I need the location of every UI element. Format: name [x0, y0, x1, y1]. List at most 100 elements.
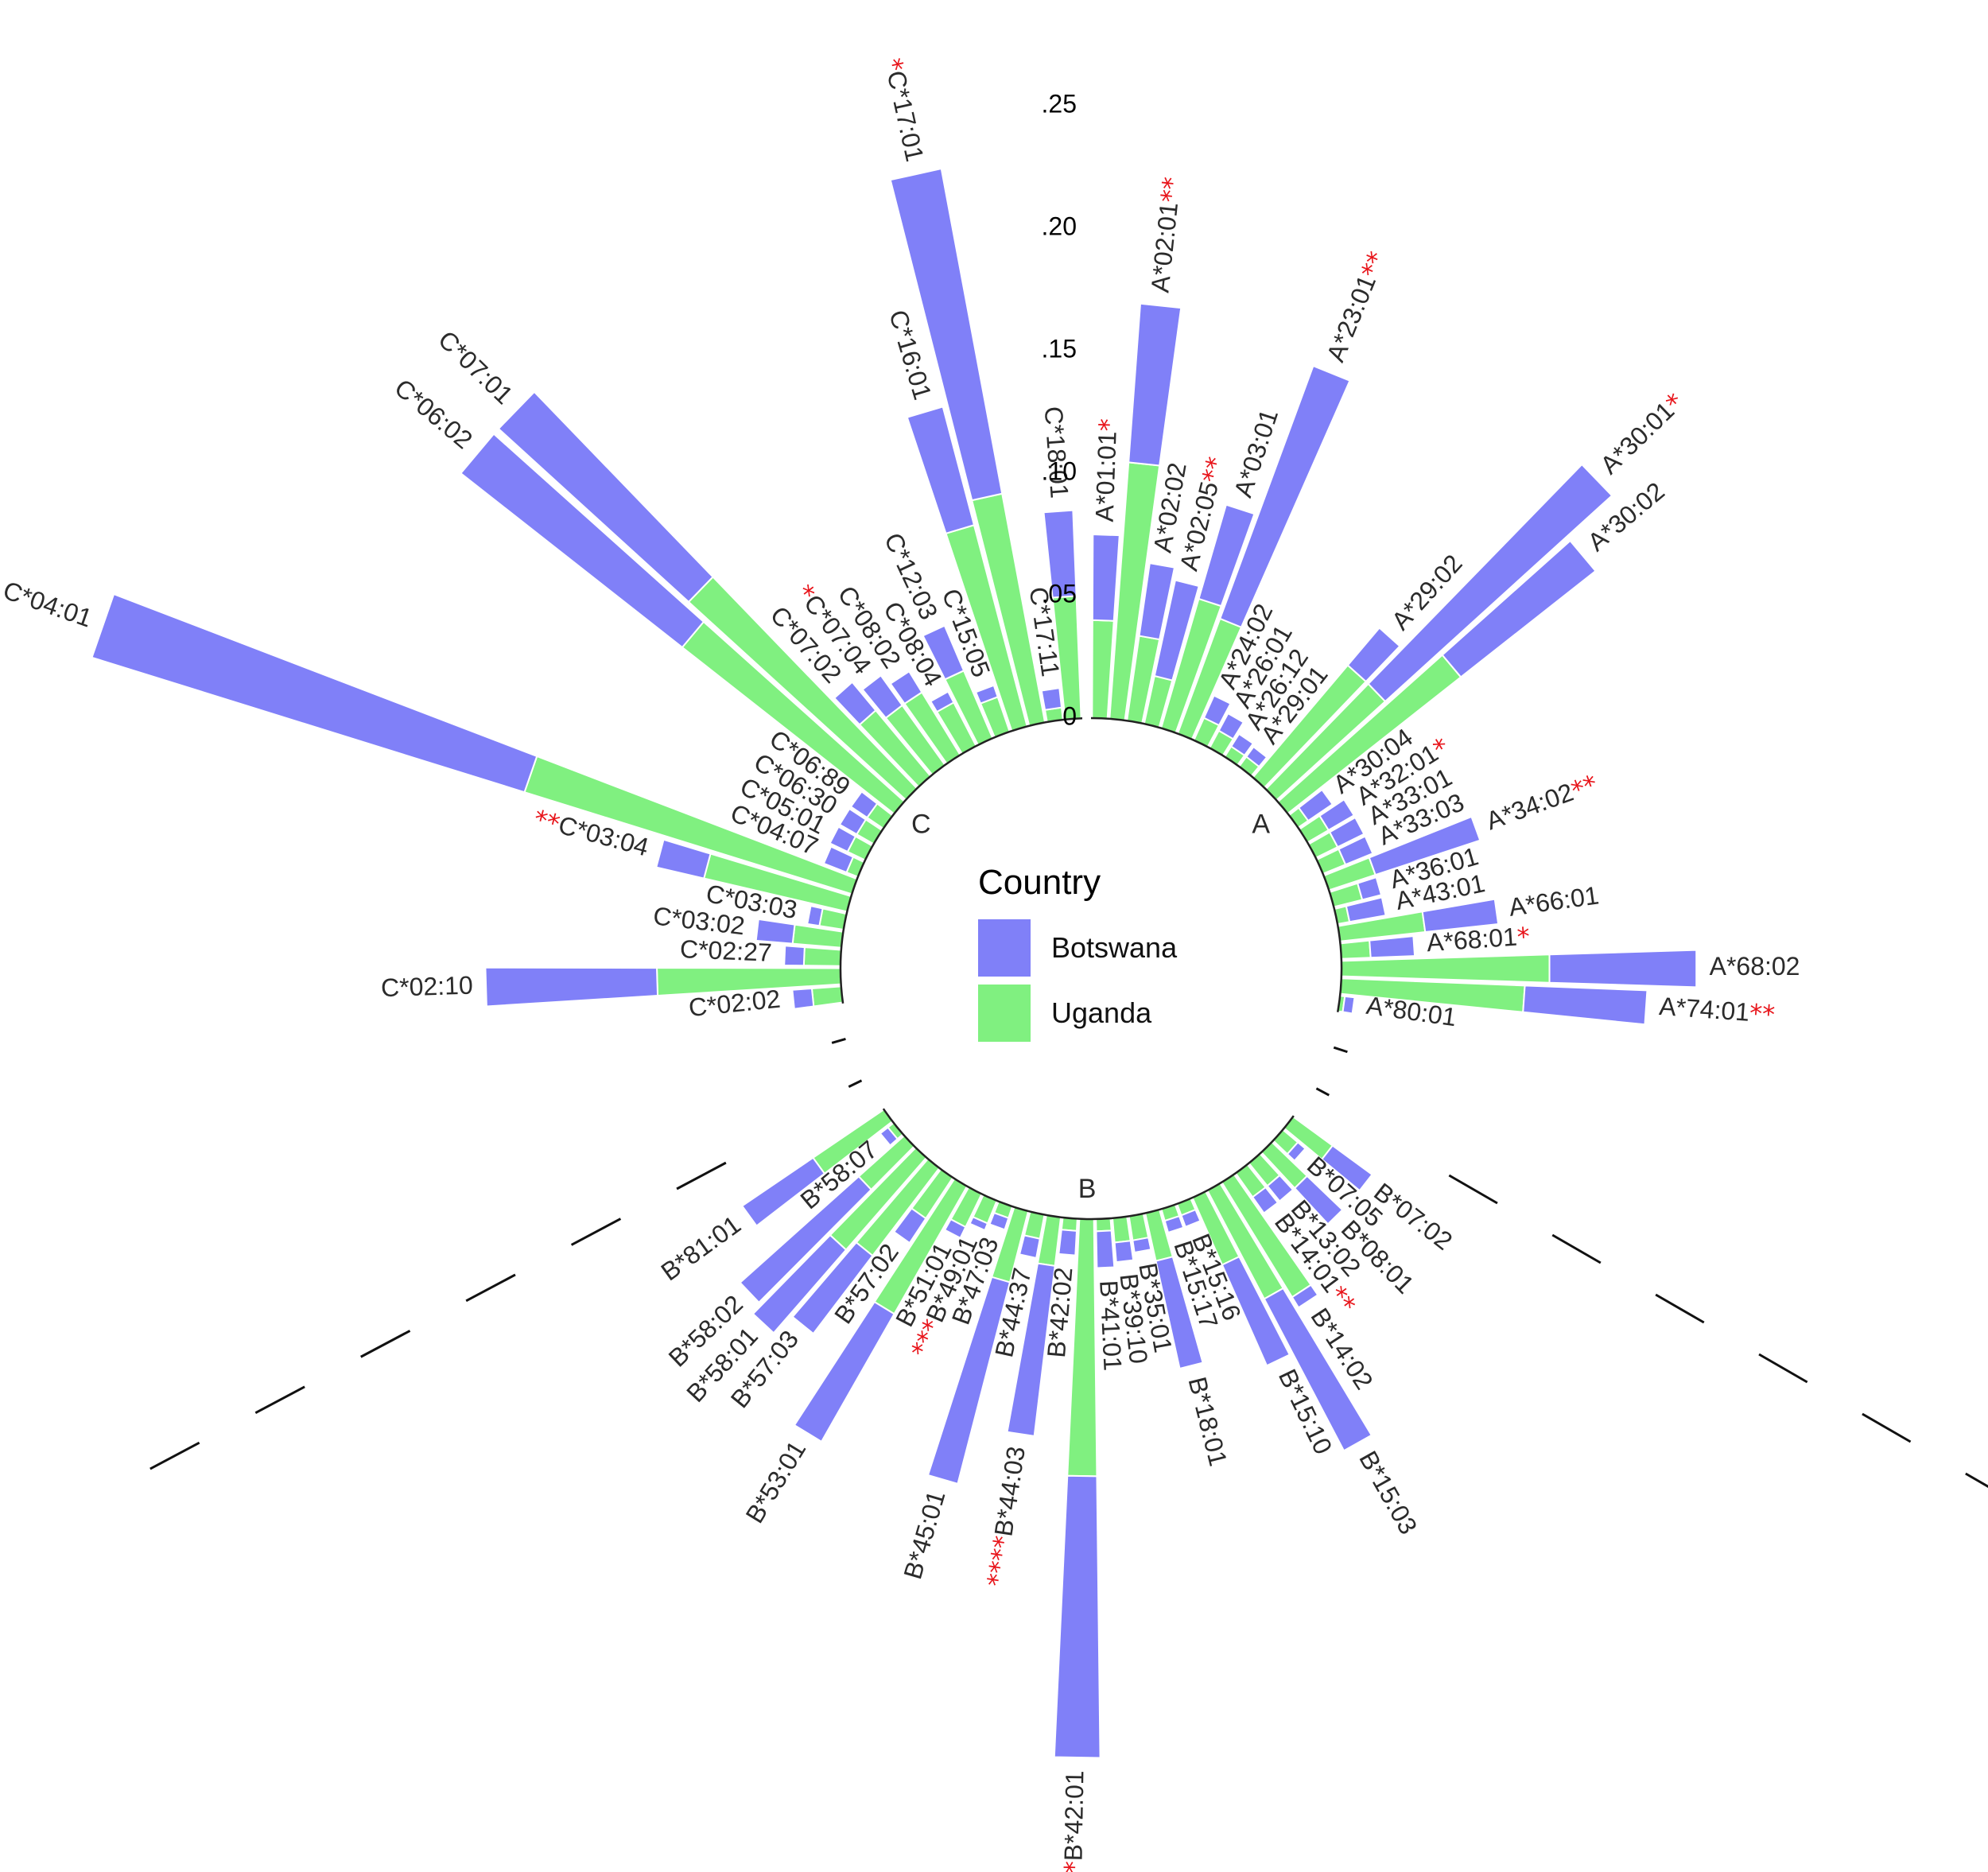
allele-label: A*01:01* — [1090, 418, 1124, 522]
allele-label: B*41:01 — [1094, 1280, 1128, 1371]
bar-botswana-c-05-01 — [829, 825, 857, 853]
bar-botswana-b-14-01 — [1251, 1186, 1279, 1214]
radial-guide-dash — [149, 1441, 200, 1470]
bar-botswana-b-18-01 — [1155, 1256, 1204, 1370]
radial-guide-dash — [360, 1330, 411, 1358]
bar-botswana-a-02-05 — [1153, 579, 1200, 682]
bar-botswana-c-07-02 — [833, 681, 877, 726]
bar-botswana-b-58-01 — [751, 1233, 848, 1334]
bar-uganda-c-02-27 — [802, 946, 842, 967]
radial-tick-label: .25 — [1042, 89, 1077, 118]
bar-botswana-b-47-03 — [988, 1211, 1010, 1231]
bar-botswana-b-44-37 — [1018, 1234, 1041, 1260]
bar-uganda-b-41-01 — [1095, 1218, 1112, 1233]
bar-botswana-a-29-01 — [1244, 745, 1268, 768]
bar-botswana-b-41-01 — [1095, 1229, 1116, 1269]
bar-botswana-c-07-04 — [861, 674, 903, 720]
radial-guide-dash — [1758, 1353, 1808, 1384]
bar-botswana-c-07-01 — [497, 390, 714, 604]
allele-label: A*23:01** — [1321, 247, 1392, 366]
bar-botswana-a-33-03 — [1338, 835, 1374, 866]
legend-label-uganda: Uganda — [1051, 996, 1152, 1029]
bar-botswana-b-15-03 — [1263, 1287, 1373, 1452]
bar-botswana-a-74-01 — [1522, 985, 1648, 1026]
group-arc-b — [882, 1108, 1295, 1221]
legend-title: Country — [978, 863, 1101, 902]
radial-tick-label: .20 — [1042, 212, 1077, 240]
bar-botswana-c-12-03 — [922, 624, 965, 681]
allele-label: B*15:03 — [1353, 1447, 1423, 1540]
radial-guide-dash — [465, 1273, 516, 1303]
bar-botswana-a-24-02 — [1202, 694, 1232, 727]
bar-botswana-a-34-02 — [1368, 815, 1481, 876]
bar-botswana-b-57-03 — [791, 1241, 874, 1335]
bar-botswana-b-58-07 — [879, 1126, 899, 1147]
allele-label: C*02:10 — [381, 971, 474, 1002]
bar-botswana-a-66-01 — [1421, 898, 1500, 934]
bar-botswana-a-33-01 — [1328, 816, 1365, 849]
bar-botswana-b-07-02 — [1320, 1144, 1373, 1192]
bar-botswana-c-02-02 — [791, 987, 815, 1010]
bar-botswana-b-49-01 — [969, 1215, 989, 1232]
bar-botswana-b-44-03 — [1006, 1262, 1056, 1438]
gap-dash — [1333, 1046, 1348, 1054]
radial-guide-dash — [1965, 1472, 1988, 1488]
allele-label: ****B*44:03 — [981, 1444, 1032, 1589]
bar-uganda-a-68-01 — [1339, 939, 1372, 960]
radial-guide-dash — [676, 1161, 727, 1190]
significance-stars: * — [1516, 921, 1531, 952]
legend-item-botswana: Botswana — [978, 917, 1177, 979]
significance-stars: * — [877, 56, 910, 75]
allele-label: B*81:01 — [656, 1210, 746, 1287]
allele-label: B*45:01 — [899, 1487, 951, 1582]
bar-botswana-b-14-02 — [1291, 1284, 1319, 1309]
bar-botswana-a-30-02 — [1441, 539, 1597, 678]
legend-label-botswana: Botswana — [1051, 931, 1178, 964]
bar-botswana-a-80-01 — [1342, 995, 1356, 1015]
bar-botswana-b-15-16 — [1180, 1208, 1202, 1229]
bar-botswana-a-68-02 — [1548, 949, 1698, 988]
radial-tick-label: .15 — [1042, 334, 1077, 363]
bar-botswana-a-26-01 — [1217, 712, 1245, 740]
bar-uganda-b-42-01 — [1066, 1218, 1098, 1478]
group-label-c: C — [911, 810, 931, 840]
bar-botswana-a-02-01 — [1128, 302, 1182, 467]
allele-label: C*07:01 — [433, 325, 518, 410]
bar-botswana-b-45-01 — [926, 1276, 1011, 1486]
bar-botswana-a-68-01 — [1369, 935, 1416, 959]
bar-botswana-b-15-17 — [1163, 1214, 1185, 1234]
bar-botswana-a-36-01 — [1356, 876, 1383, 901]
bar-botswana-b-42-01 — [1053, 1474, 1101, 1759]
radial-tick-label: .05 — [1042, 579, 1077, 608]
bar-botswana-a-30-01 — [1367, 463, 1613, 703]
significance-stars: * — [1093, 418, 1124, 432]
bar-botswana-b-13-02 — [1266, 1174, 1295, 1202]
bar-uganda-c-03-03 — [818, 907, 848, 931]
bar-botswana-b-35-01 — [1132, 1237, 1152, 1254]
bar-botswana-b-58-02 — [739, 1175, 872, 1304]
bar-botswana-a-01-01 — [1091, 533, 1120, 622]
significance-stars: ** — [1749, 998, 1776, 1030]
group-label-a: A — [1252, 810, 1270, 840]
bar-botswana-c-03-03 — [806, 904, 824, 927]
allele-label: A*30:01* — [1594, 387, 1690, 481]
bar-botswana-c-17-01 — [889, 167, 1004, 502]
radial-guide-dash — [254, 1385, 305, 1414]
radial-tick-label: 0 — [1062, 701, 1077, 730]
radial-guide-dash — [1862, 1412, 1912, 1443]
allele-label: A*68:02 — [1710, 952, 1800, 981]
bar-botswana-c-04-01 — [91, 592, 538, 794]
bar-uganda-b-39-10 — [1111, 1215, 1132, 1244]
significance-stars: ** — [1155, 176, 1187, 204]
allele-label: C*06:02 — [389, 374, 478, 455]
radial-ticks-layer: 0.05.10.15.20.25.30 — [1042, 89, 1077, 730]
bar-botswana-b-51-01 — [943, 1218, 967, 1240]
bar-botswana-a-32-01 — [1318, 798, 1356, 832]
bar-botswana-b-39-10 — [1113, 1240, 1135, 1264]
bar-botswana-b-57-02 — [892, 1207, 927, 1245]
legend-swatch-uganda — [978, 985, 1031, 1042]
significance-stars: **** — [981, 1534, 1019, 1589]
allele-label: A*34:02** — [1482, 769, 1602, 837]
bar-botswana-b-15-10 — [1221, 1255, 1291, 1367]
group-arc-c — [839, 717, 1083, 1004]
